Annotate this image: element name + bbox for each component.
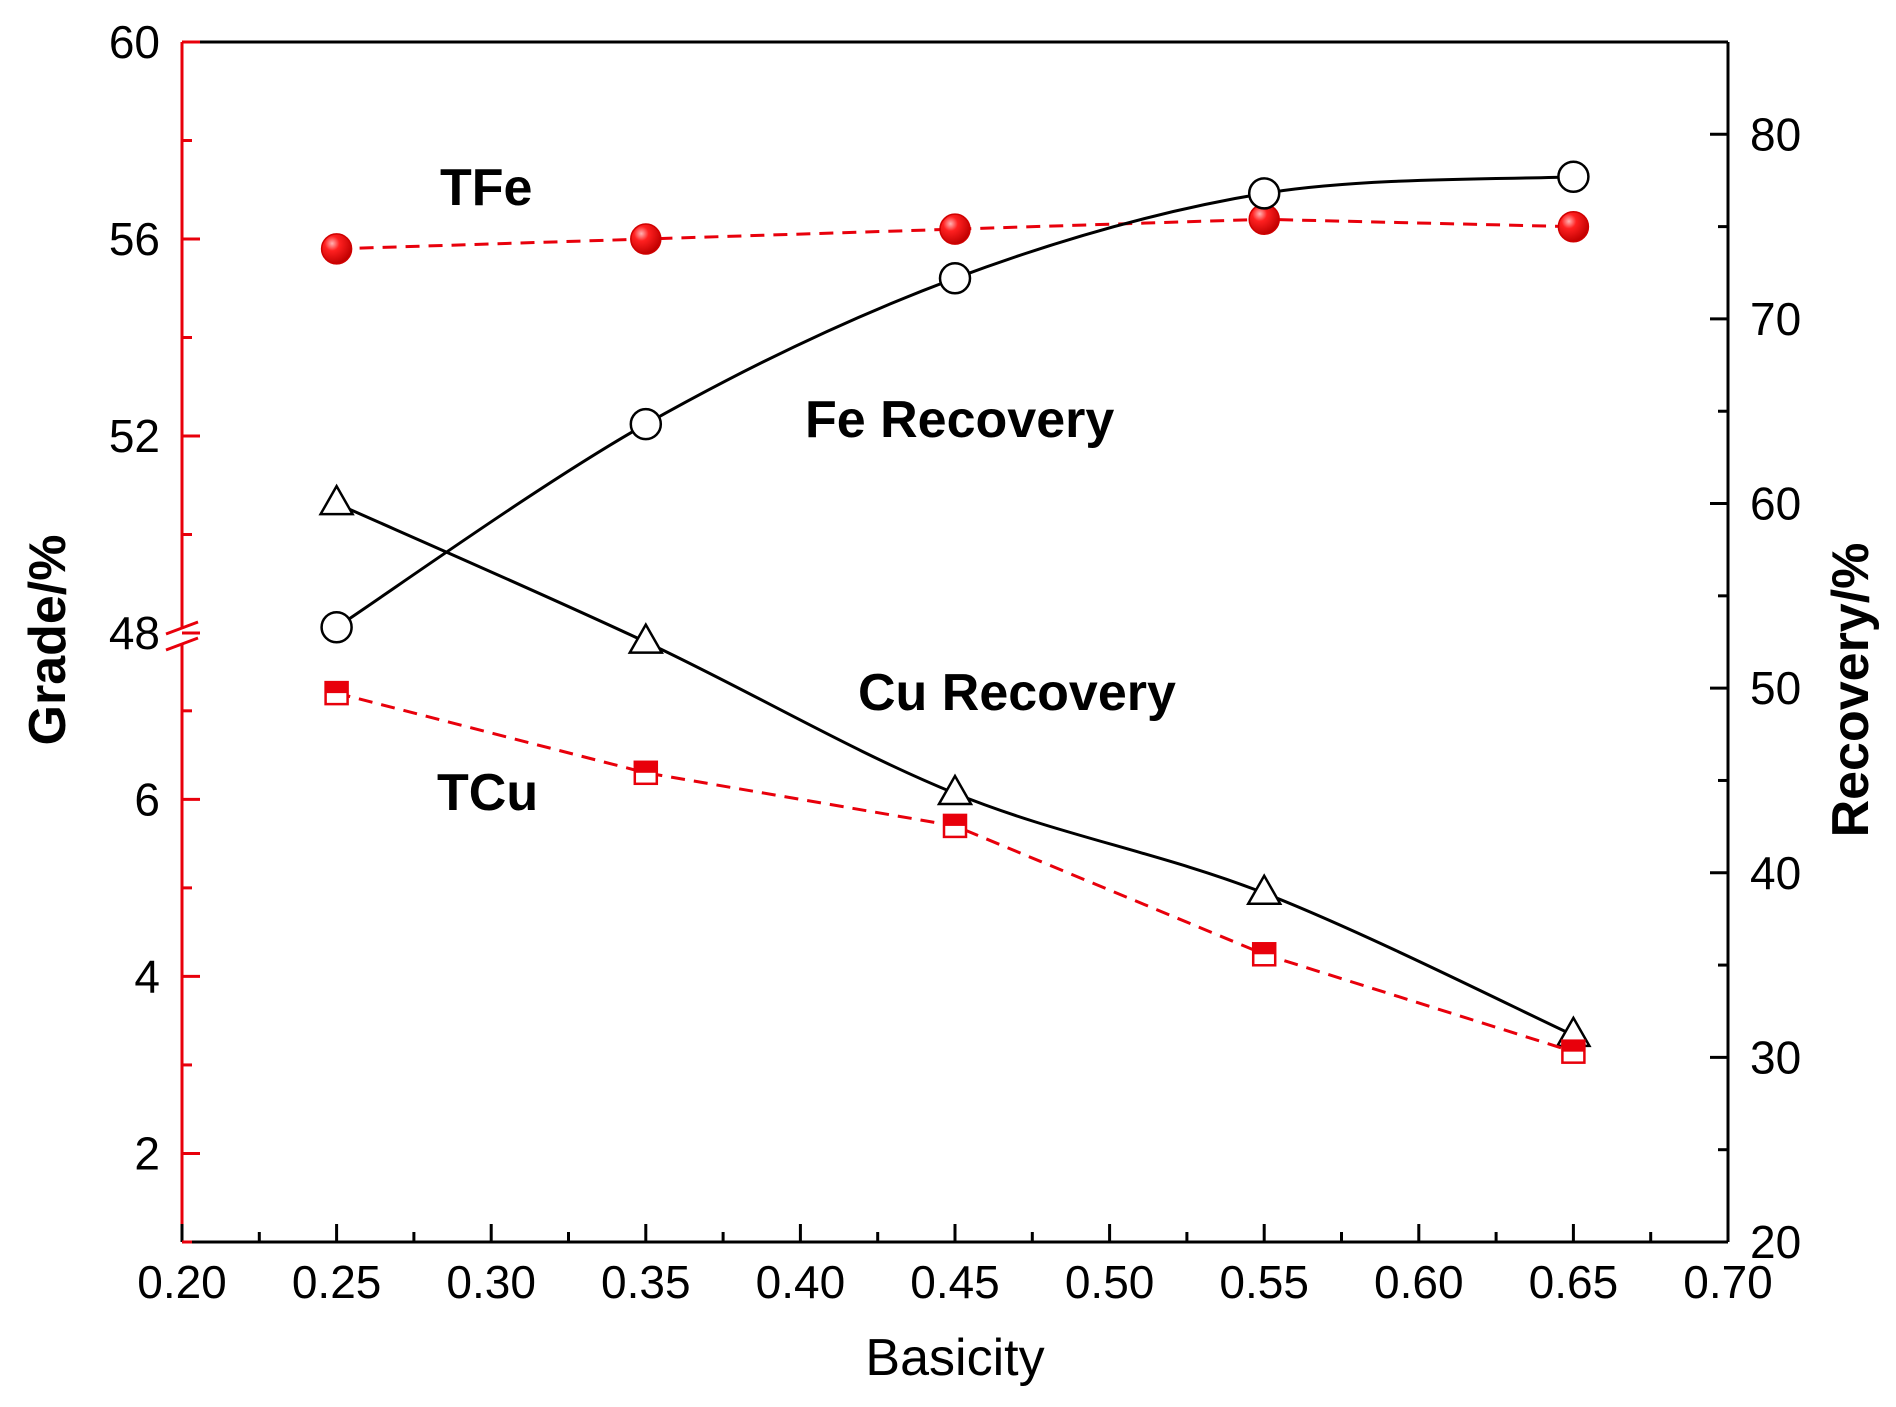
annotation-tfe: TFe [440, 159, 532, 217]
data-point-tfe [939, 213, 971, 245]
data-point-tfe [320, 233, 353, 265]
y-left-tick-label: 60 [109, 16, 160, 68]
y-right-tick-label: 60 [1750, 478, 1801, 530]
data-point-tfe [1557, 210, 1590, 243]
x-axis: 0.20 0.25 0.30 0.35 0.40 0.45 0.50 0.55 0.60 0.65… [137, 1224, 1773, 1308]
data-point-tcu [633, 760, 659, 786]
annotation-fe-recovery: Fe Recovery [805, 391, 1114, 449]
data-point-cu-recovery [627, 622, 664, 654]
data-point-cu-recovery [936, 773, 974, 806]
data-point-tcu [942, 813, 968, 839]
data-point-cu-recovery [1246, 873, 1283, 905]
series-layer [318, 160, 1592, 1064]
annotation-cu-recovery: Cu Recovery [858, 664, 1176, 722]
x-tick-label: 0.55 [1219, 1256, 1309, 1308]
data-point-fe-recovery [320, 610, 353, 644]
data-point-fe-recovery [1247, 177, 1281, 210]
marker-square-fill [944, 814, 966, 826]
marker-square-fill [325, 682, 348, 694]
marker-square-fill [1253, 943, 1276, 955]
y-right-tick-label: 30 [1750, 1031, 1801, 1083]
x-tick-label: 0.50 [1065, 1256, 1155, 1308]
x-tick-label: 0.65 [1529, 1256, 1619, 1308]
series-line-tcu [336, 691, 1574, 1054]
series-tfe [320, 203, 1590, 265]
data-point-fe-recovery [629, 407, 663, 441]
marker-square-fill [634, 761, 657, 773]
x-axis-title: Basicity [865, 1329, 1044, 1387]
y-axis-right-title: Recovery/% [1822, 543, 1880, 838]
x-tick-label: 0.40 [756, 1256, 846, 1308]
data-point-fe-recovery [938, 262, 972, 295]
y-right-tick-label: 80 [1750, 108, 1801, 160]
series-cu-recovery [318, 483, 1592, 1048]
y-axis-left-title: Grade/% [19, 535, 77, 746]
y-axis-left: 48 52 56 60 2 4 6 [109, 16, 200, 1244]
marker-square-fill [1562, 1040, 1585, 1052]
data-point-tcu [1251, 942, 1277, 967]
x-tick-label: 0.20 [137, 1256, 227, 1308]
data-point-tcu [1561, 1039, 1586, 1064]
data-point-fe-recovery [1557, 160, 1590, 194]
annotation-tcu: TCu [437, 764, 538, 822]
y-left-tick-label: 56 [109, 213, 160, 265]
x-tick-label: 0.25 [292, 1256, 382, 1308]
y-left-tick-label: 52 [109, 410, 160, 462]
axis-break-mark [165, 620, 199, 636]
y-left-tick-label: 4 [134, 950, 160, 1002]
y-right-tick-label: 70 [1750, 293, 1801, 345]
y-right-tick-label: 20 [1750, 1216, 1801, 1268]
x-tick-label: 0.45 [910, 1256, 1000, 1308]
y-left-tick-label: 2 [134, 1127, 160, 1179]
x-tick-label: 0.60 [1374, 1256, 1464, 1308]
y-axis-right: 20 30 40 50 60 70 80 [1710, 108, 1801, 1268]
y-left-tick-label: 6 [134, 773, 160, 825]
data-point-tcu [324, 680, 349, 706]
data-point-tfe [630, 223, 662, 255]
y-right-tick-label: 40 [1750, 847, 1801, 899]
x-tick-label: 0.30 [446, 1256, 536, 1308]
x-tick-label: 0.35 [601, 1256, 691, 1308]
x-tick-label: 0.70 [1683, 1256, 1773, 1308]
series-tcu [324, 680, 1586, 1064]
series-fe-recovery [320, 160, 1590, 644]
y-right-tick-label: 50 [1750, 662, 1801, 714]
data-point-cu-recovery [318, 483, 355, 516]
y-left-tick-label: 48 [109, 607, 160, 659]
axis-break-mark [165, 636, 199, 652]
